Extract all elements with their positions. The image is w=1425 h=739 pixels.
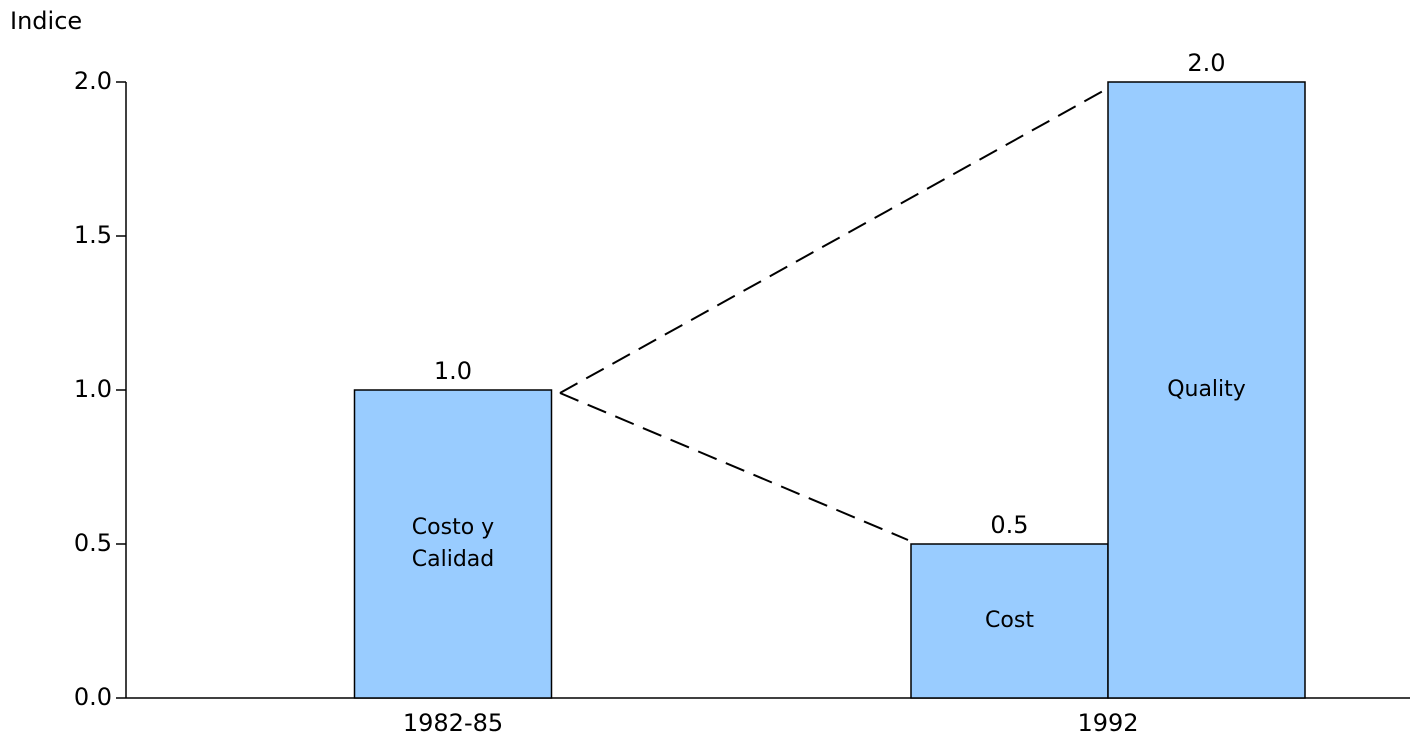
bar-label: Costo y Calidad bbox=[411, 515, 495, 572]
bar-label: Quality bbox=[1167, 377, 1246, 402]
value-label: 1.0 bbox=[434, 357, 472, 385]
connector bbox=[559, 392, 909, 541]
bar bbox=[353, 389, 553, 699]
bar bbox=[910, 543, 1109, 699]
bar-label: Cost bbox=[985, 608, 1034, 633]
y-tick-label: 0.0 bbox=[74, 683, 112, 711]
x-tick-label: 1982-85 bbox=[403, 709, 503, 737]
value-label: 2.0 bbox=[1187, 49, 1225, 77]
y-axis-label: Indice bbox=[10, 7, 82, 35]
value-label: 0.5 bbox=[990, 511, 1028, 539]
bar bbox=[1107, 81, 1306, 699]
x-tick-label: 1992 bbox=[1077, 709, 1138, 737]
connector bbox=[559, 85, 1113, 394]
y-tick-label: 1.0 bbox=[74, 375, 112, 403]
y-tick-label: 0.5 bbox=[74, 529, 112, 557]
y-tick-label: 2.0 bbox=[74, 67, 112, 95]
y-tick-label: 1.5 bbox=[74, 221, 112, 249]
